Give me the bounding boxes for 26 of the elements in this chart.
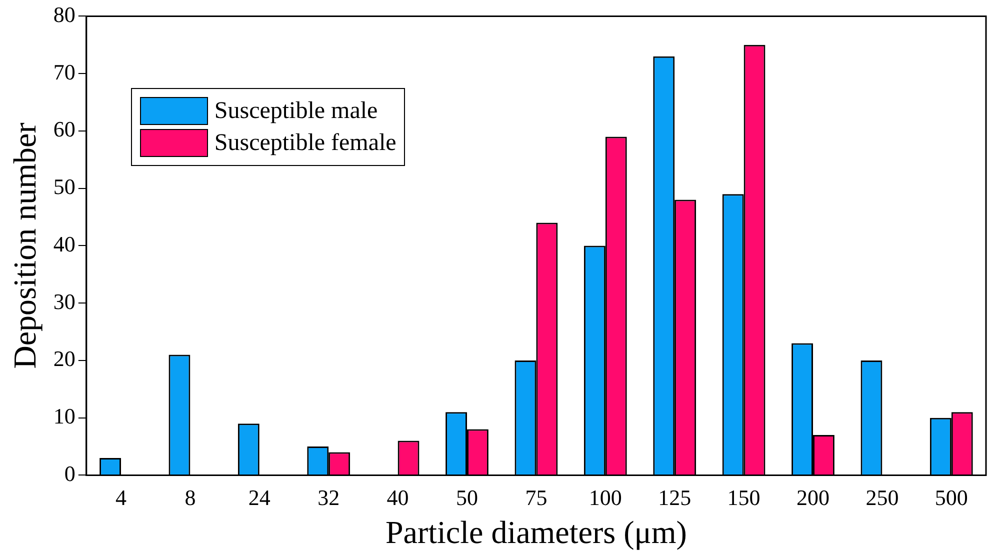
x-tick-label: 32: [318, 485, 340, 510]
x-tick-label: 4: [116, 485, 126, 510]
x-tick-label: 125: [658, 485, 692, 510]
x-tick-label: 150: [727, 485, 760, 510]
y-axis-title: Deposition number: [6, 122, 43, 369]
y-tick-label: 40: [53, 231, 76, 256]
legend-label: Susceptible female: [214, 130, 396, 157]
y-tick-label: 50: [53, 174, 76, 200]
x-tick-label: 40: [386, 485, 409, 510]
y-tick-label: 0: [64, 460, 76, 486]
y-tick-label: 70: [53, 59, 76, 84]
x-tick-label: 100: [588, 485, 622, 510]
y-tick-label: 80: [53, 2, 76, 27]
x-tick-label: 50: [456, 485, 478, 510]
y-tick-label: 10: [53, 404, 76, 429]
x-tick-label: 75: [525, 485, 548, 510]
x-tick-label: 8: [184, 485, 196, 510]
x-tick-label: 250: [866, 485, 899, 510]
y-tick-label: 30: [53, 288, 76, 314]
x-axis-title: Particle diameters (μm): [385, 514, 687, 550]
legend-label: Susceptible male: [214, 98, 378, 125]
x-tick-label: 200: [796, 485, 830, 510]
x-tick-label: 24: [248, 485, 270, 510]
y-tick-label: 60: [53, 116, 76, 142]
y-tick-label: 20: [53, 346, 76, 372]
x-tick-label: 500: [934, 485, 968, 510]
